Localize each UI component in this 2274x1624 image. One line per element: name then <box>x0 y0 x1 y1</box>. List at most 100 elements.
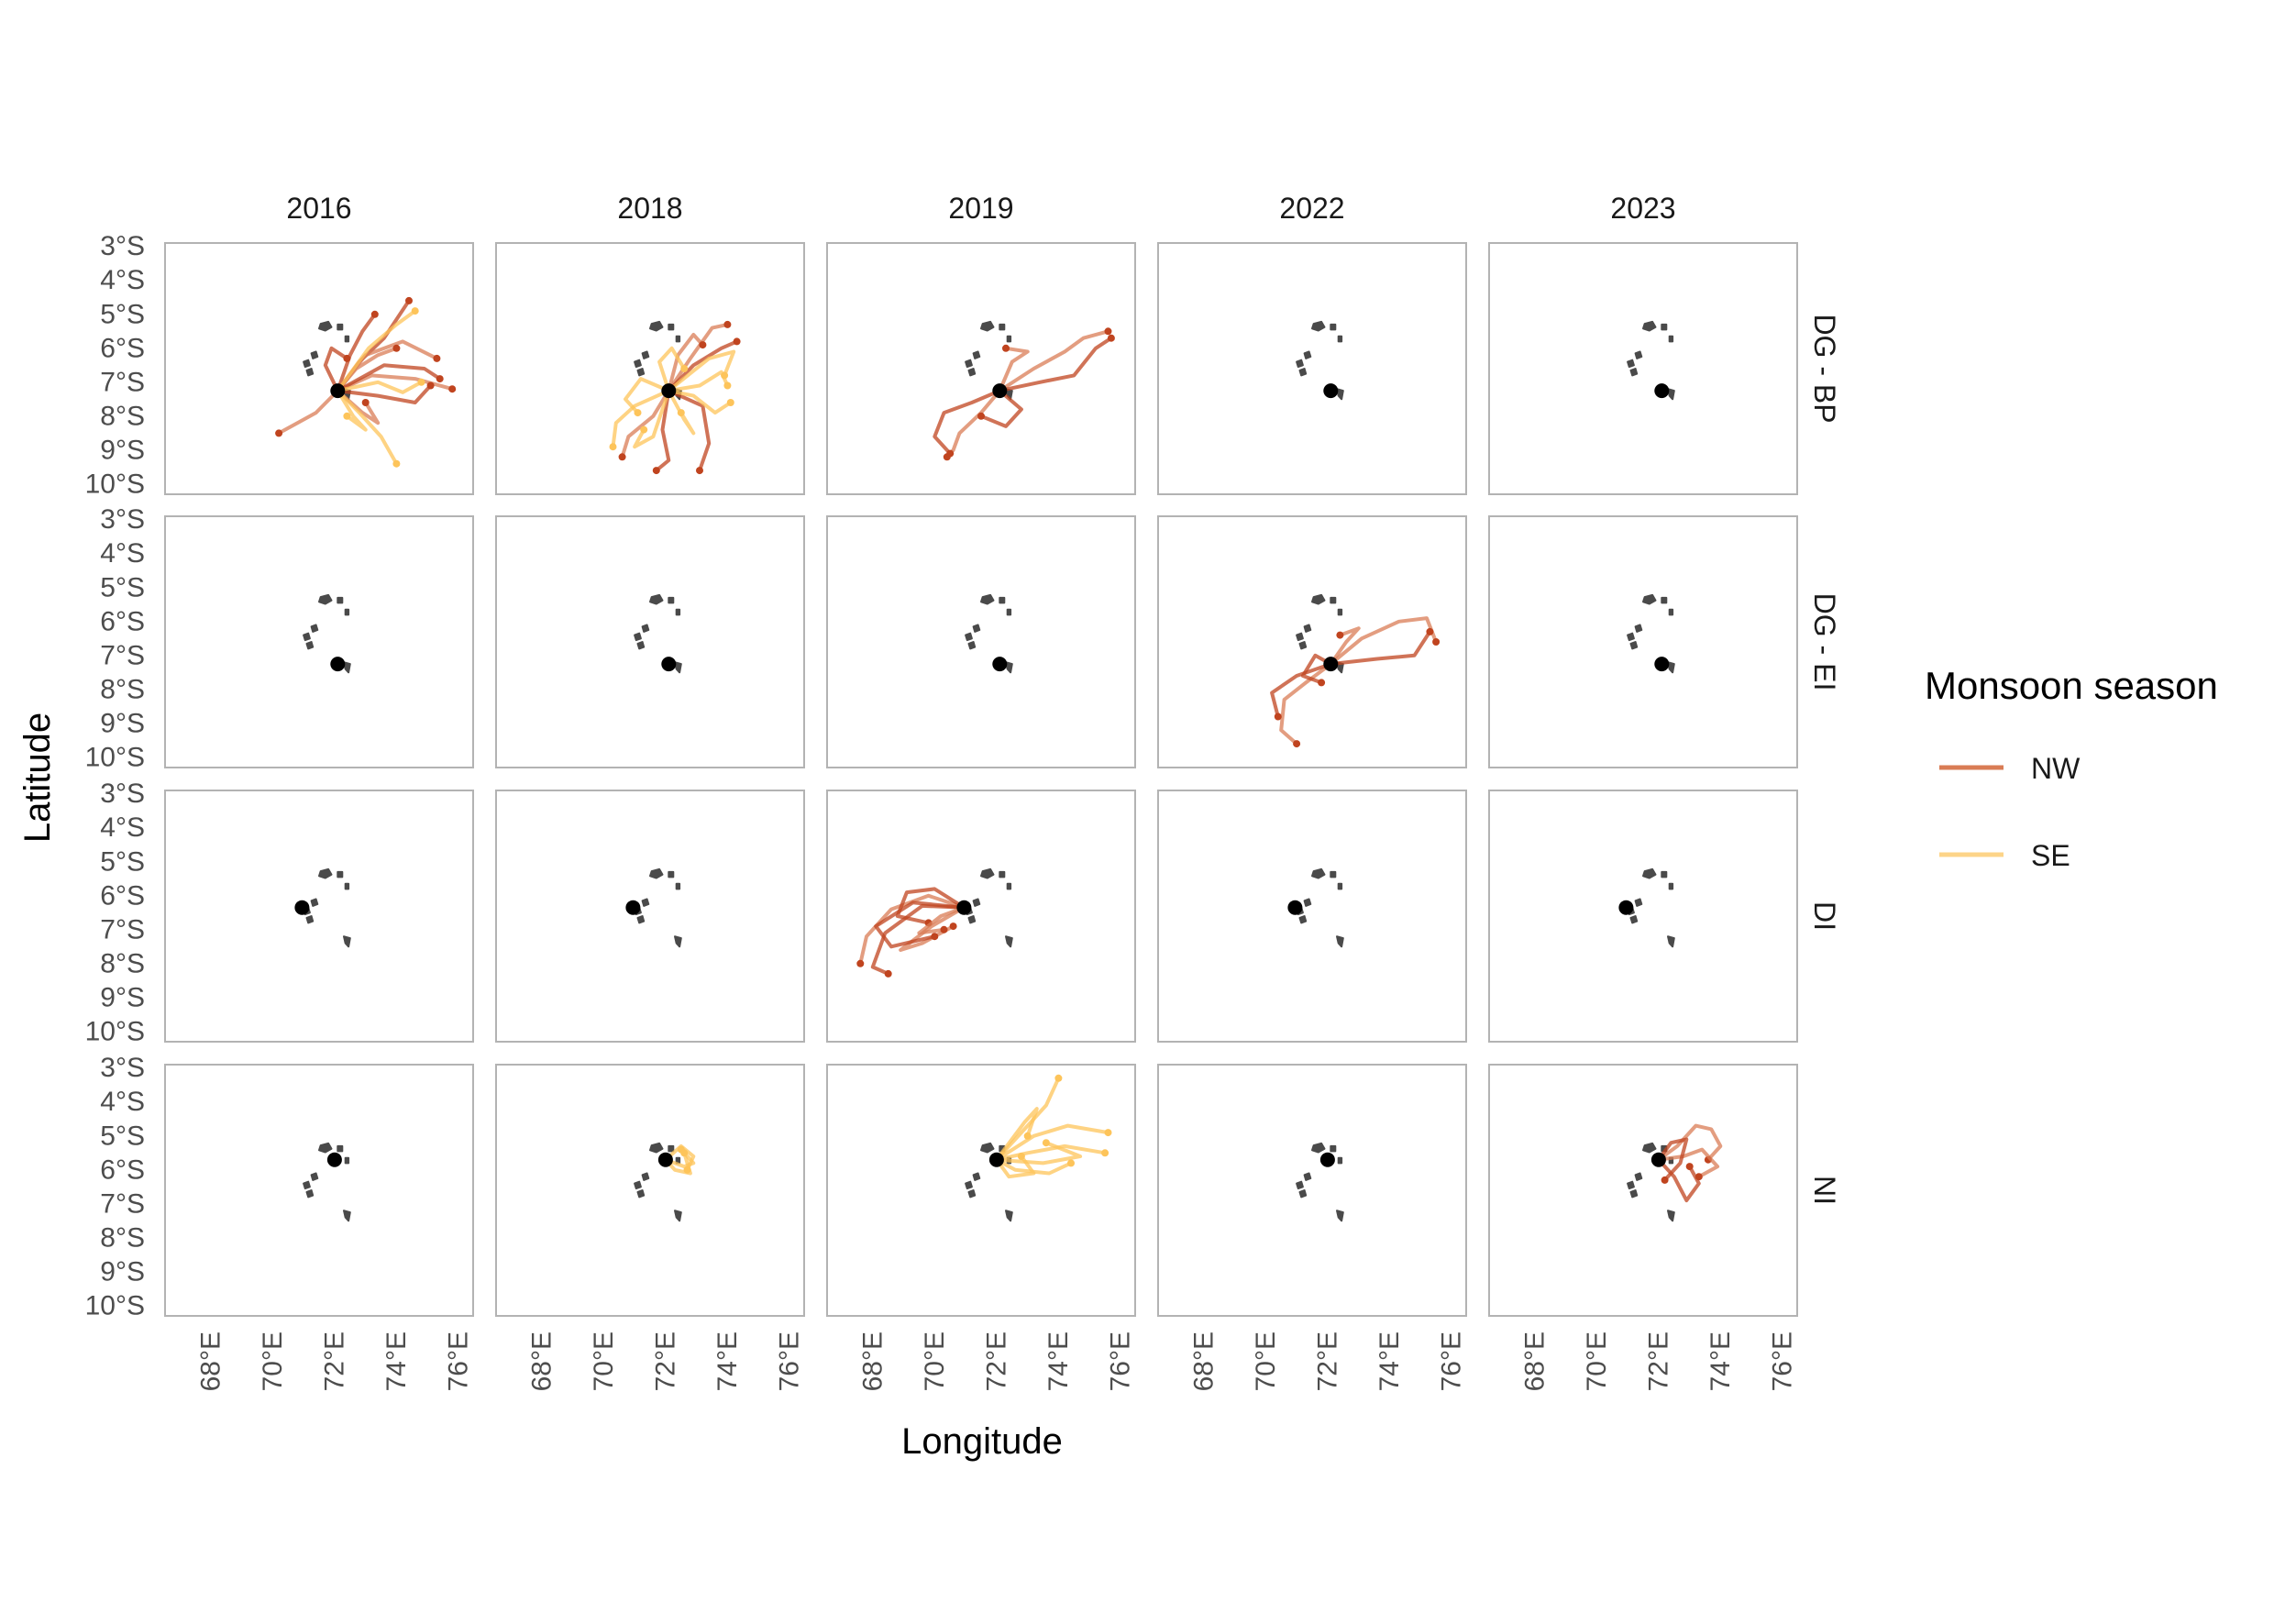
colony-point <box>661 657 677 672</box>
track-se-11 <box>633 389 671 449</box>
y-axis-ticks: 3°S4°S5°S6°S7°S8°S9°S10°S3°S4°S5°S6°S7°S… <box>85 231 145 1320</box>
track-nw-2 <box>1656 1147 1720 1179</box>
island-1 <box>337 1144 344 1153</box>
island-6 <box>1005 661 1013 674</box>
track-nw-4 <box>1329 626 1361 667</box>
island-4 <box>965 359 973 369</box>
panel-di-2019 <box>826 790 1136 1043</box>
track-end-point <box>1067 1159 1075 1167</box>
track-end-point <box>1002 344 1010 352</box>
track-se-12 <box>336 389 368 432</box>
x-tick-label: 70°E <box>1582 1331 1612 1391</box>
colony-point <box>1323 657 1339 672</box>
track-nw-4 <box>998 346 1030 393</box>
track-nw-0 <box>858 893 966 966</box>
colony-point <box>988 1152 1004 1167</box>
panel-border <box>1488 1064 1798 1317</box>
track-end-point <box>940 925 948 934</box>
track-end-point <box>733 337 741 346</box>
track-end-point <box>1107 334 1115 342</box>
island-4 <box>1296 359 1304 369</box>
strip-column-2023: 2023 <box>1610 192 1675 225</box>
island-0 <box>980 320 995 332</box>
track-nw-1 <box>667 339 739 393</box>
panel-dg-ei-2016 <box>164 515 474 768</box>
track-end-point <box>405 296 413 304</box>
x-tick-label: 74°E <box>1706 1331 1736 1391</box>
legend: Monsoon season NW SE <box>1925 664 2218 872</box>
island-1 <box>1661 323 1668 331</box>
island-2 <box>344 335 350 343</box>
panel-border <box>1488 242 1798 495</box>
strip-column-2019: 2019 <box>948 192 1013 225</box>
panel-dg-bp-2023 <box>1488 242 1798 495</box>
y-tick-label: 7°S <box>100 367 145 397</box>
track-nw-3 <box>933 389 1002 456</box>
track-nw-5 <box>667 389 712 473</box>
island-2 <box>1668 335 1674 343</box>
track-end-point <box>392 459 401 468</box>
track-end-point <box>1017 1153 1025 1160</box>
island-5 <box>967 368 977 377</box>
strip-row-dg-ei: DG - EI <box>1808 593 1841 691</box>
island-3 <box>1634 898 1643 907</box>
island-6 <box>1005 935 1013 948</box>
panel-di-2022 <box>1157 790 1467 1043</box>
track-end-point <box>949 922 957 931</box>
y-tick-label: 7°S <box>100 1188 145 1219</box>
y-tick-label: 5°S <box>100 572 145 602</box>
y-tick-label: 6°S <box>100 1154 145 1185</box>
colony-point <box>625 900 641 915</box>
island-6 <box>343 935 351 948</box>
x-tick-label: 74°E <box>1043 1331 1074 1391</box>
panel-border <box>1157 242 1467 495</box>
island-6 <box>1667 661 1675 674</box>
y-tick-label: 9°S <box>100 708 145 738</box>
track-end-point <box>618 453 626 461</box>
y-tick-label: 10°S <box>85 742 145 772</box>
panel-border <box>1488 790 1798 1043</box>
island-0 <box>318 867 333 879</box>
island-2 <box>1337 1156 1343 1165</box>
island-0 <box>1642 593 1657 605</box>
island-3 <box>641 624 650 633</box>
island-0 <box>1311 320 1326 332</box>
island-0 <box>1642 867 1657 879</box>
island-4 <box>1296 1180 1304 1190</box>
island-2 <box>1668 608 1674 616</box>
y-tick-label: 8°S <box>100 1222 145 1253</box>
track-end-point <box>1042 1139 1050 1147</box>
track-end-point <box>726 399 734 406</box>
panel-border <box>495 242 805 495</box>
colony-point <box>1654 383 1670 399</box>
y-tick-label: 10°S <box>85 469 145 499</box>
track-nw-7 <box>323 346 349 393</box>
x-axis-ticks: 68°E 70°E 72°E 74°E 76°E 68°E 70°E 72°E 74°E 76°E… <box>195 1331 1797 1391</box>
island-4 <box>965 632 973 642</box>
island-5 <box>1298 368 1308 377</box>
island-3 <box>310 898 319 907</box>
panel-ni-2022 <box>1157 1064 1467 1317</box>
colony-point <box>326 1152 342 1167</box>
y-tick-label: 3°S <box>100 504 145 535</box>
y-tick-label: 9°S <box>100 435 145 465</box>
island-0 <box>980 593 995 605</box>
island-4 <box>1627 632 1635 642</box>
island-0 <box>318 593 333 605</box>
panel-ni-2019 <box>826 1064 1136 1317</box>
track-end-point <box>721 371 729 380</box>
island-0 <box>980 1142 995 1154</box>
track-end-point <box>1694 1173 1703 1181</box>
island-1 <box>337 323 344 331</box>
island-1 <box>1661 870 1668 878</box>
track-se-13 <box>657 346 687 393</box>
island-5 <box>636 915 646 924</box>
island-6 <box>674 935 682 948</box>
y-tick-label: 6°S <box>100 333 145 363</box>
island-1 <box>668 1144 675 1153</box>
island-0 <box>1311 1142 1326 1154</box>
island-5 <box>636 641 646 650</box>
track-nw-4 <box>917 905 966 935</box>
x-tick-label: 68°E <box>195 1331 226 1391</box>
strip-row-ni: NI <box>1808 1176 1841 1205</box>
